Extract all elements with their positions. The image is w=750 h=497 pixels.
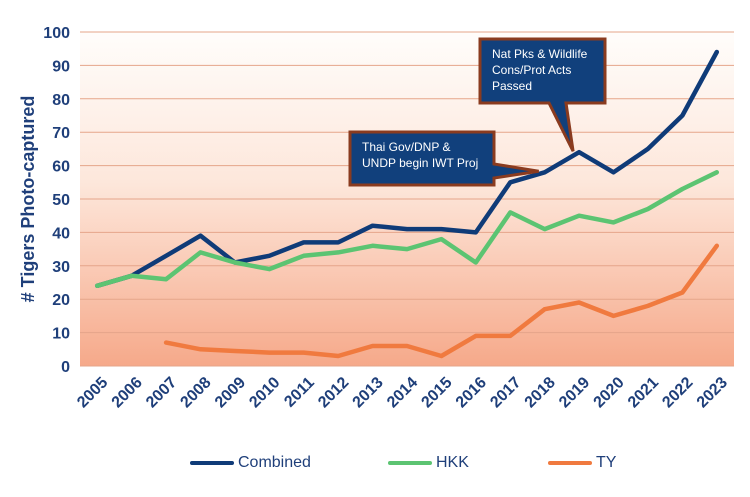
x-tick-label: 2017 xyxy=(487,374,524,411)
x-tick-label: 2006 xyxy=(109,374,146,411)
annotation-box xyxy=(478,37,607,152)
legend-item-hkk: HKK xyxy=(388,452,469,474)
x-tick-label: 2010 xyxy=(246,374,283,411)
x-tick-label: 2018 xyxy=(522,374,559,411)
legend: Combined HKK TY xyxy=(0,452,750,474)
y-axis-label: # Tigers Photo-captured xyxy=(18,96,38,303)
y-tick-label: 70 xyxy=(52,125,70,142)
y-tick-label: 40 xyxy=(52,225,70,242)
legend-label: TY xyxy=(596,454,617,471)
legend-swatch xyxy=(388,461,432,465)
x-tick-label: 2015 xyxy=(418,374,455,411)
x-tick-label: 2011 xyxy=(281,374,318,411)
annotation-text: Cons/Prot Acts xyxy=(492,63,571,77)
x-tick-label: 2009 xyxy=(212,374,249,411)
annotation-callout: Thai Gov/DNP & UNDP begin IWT Proj xyxy=(348,130,539,187)
y-tick-label: 50 xyxy=(52,192,70,209)
x-tick-label: 2013 xyxy=(350,374,387,411)
x-tick-label: 2008 xyxy=(177,374,214,411)
x-tick-label: 2014 xyxy=(384,374,421,411)
annotation-text: Passed xyxy=(492,79,532,93)
x-tick-label: 2020 xyxy=(591,374,628,411)
annotation-box xyxy=(348,130,539,187)
legend-label: Combined xyxy=(238,454,311,471)
x-tick-label: 2021 xyxy=(625,374,662,411)
y-tick-label: 30 xyxy=(52,259,70,276)
x-tick-label: 2012 xyxy=(315,374,352,411)
y-tick-label: 60 xyxy=(52,159,70,176)
y-tick-label: 0 xyxy=(61,359,70,376)
y-tick-label: 90 xyxy=(52,58,70,75)
x-tick-label: 2005 xyxy=(74,374,111,411)
legend-item-ty: TY xyxy=(548,452,616,474)
x-tick-label: 2019 xyxy=(556,374,593,411)
annotation-text: Thai Gov/DNP & xyxy=(362,140,450,154)
annotation-text: Nat Pks & Wildlife xyxy=(492,47,588,61)
series-line-hkk xyxy=(94,170,720,289)
x-tick-label: 2022 xyxy=(659,374,696,411)
annotation-callout: Nat Pks & Wildlife Cons/Prot Acts Passed xyxy=(478,37,607,152)
x-tick-label: 2023 xyxy=(694,374,731,411)
y-tick-label: 100 xyxy=(43,25,70,42)
legend-swatch xyxy=(190,461,234,465)
annotation-text: UNDP begin IWT Proj xyxy=(362,156,478,170)
series-line-ty xyxy=(163,243,720,359)
x-tick-label: 2007 xyxy=(143,374,180,411)
y-tick-label: 80 xyxy=(52,92,70,109)
legend-label: HKK xyxy=(436,454,469,471)
y-tick-label: 20 xyxy=(52,292,70,309)
y-tick-label: 10 xyxy=(52,326,70,343)
legend-item-combined: Combined xyxy=(190,452,311,474)
series-line-combined xyxy=(94,49,720,289)
legend-swatch xyxy=(548,461,592,465)
x-tick-label: 2016 xyxy=(453,374,490,411)
